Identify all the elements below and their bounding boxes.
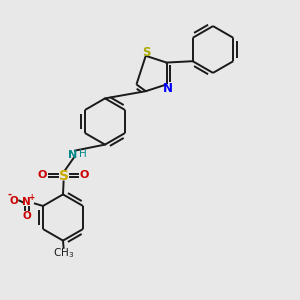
Text: -: - [8, 190, 12, 200]
Text: O: O [80, 170, 89, 181]
Text: S: S [142, 46, 151, 59]
Text: CH$_3$: CH$_3$ [53, 246, 74, 260]
Text: O: O [38, 170, 47, 181]
Text: H: H [79, 149, 87, 159]
Text: +: + [28, 193, 34, 202]
Text: N: N [163, 82, 173, 94]
Text: N: N [22, 197, 31, 207]
Text: O: O [10, 196, 18, 206]
Text: O: O [22, 211, 31, 220]
Text: S: S [58, 169, 69, 182]
Text: N: N [68, 149, 77, 160]
